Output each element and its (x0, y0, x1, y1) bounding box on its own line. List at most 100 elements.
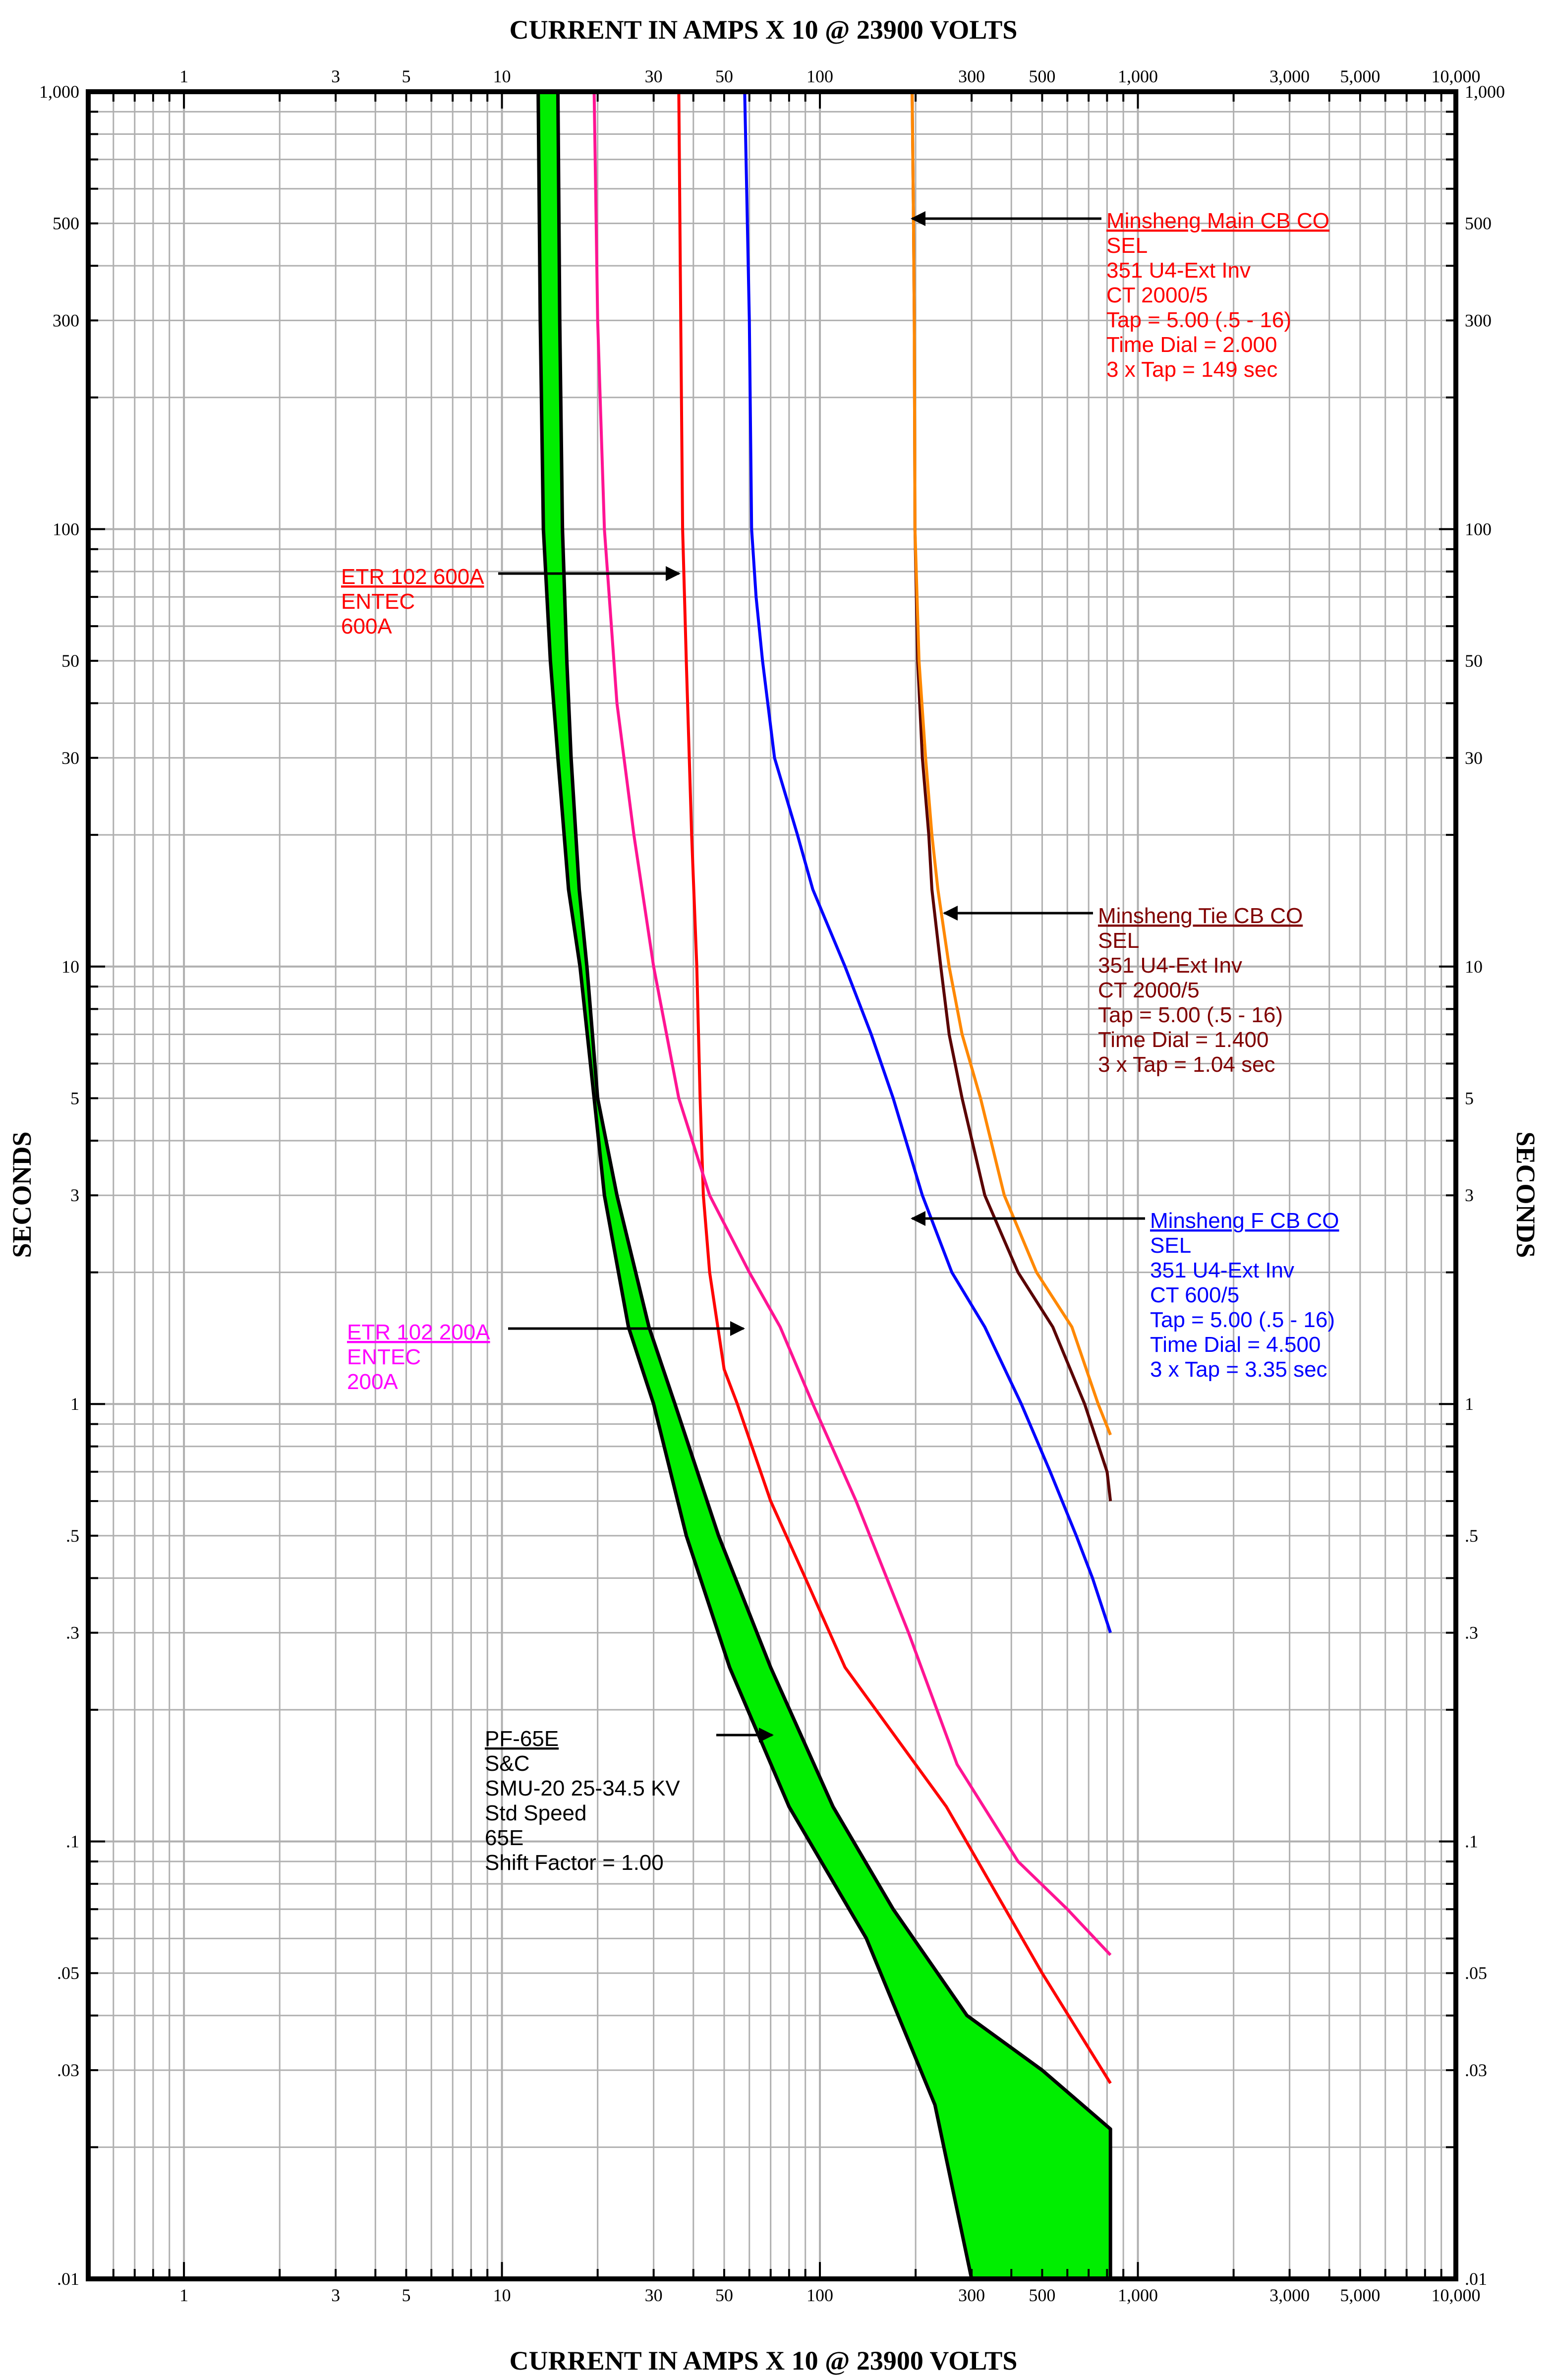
y-tick-label-right: 3 (1465, 1185, 1474, 1205)
label-etr600-title: ETR 102 600A (341, 565, 484, 589)
label-main-title: Minsheng Main CB CO (1106, 209, 1329, 233)
x-tick-label-bottom: 50 (715, 2285, 733, 2305)
y-tick-label-left: .1 (66, 1832, 79, 1852)
label-feeder-title: Minsheng F CB CO (1150, 1209, 1339, 1233)
x-tick-label-top: 1 (179, 66, 188, 86)
y-tick-label-right: 10 (1465, 957, 1483, 977)
x-tick-label-top: 10 (493, 66, 511, 86)
grid (88, 92, 1456, 2279)
y-tick-label-left: .05 (57, 1963, 79, 1983)
label-tie-line: 3 x Tap = 1.04 sec (1098, 1052, 1275, 1077)
x-tick-label-bottom: 100 (806, 2285, 833, 2305)
y-tick-label-right: 300 (1465, 310, 1492, 330)
y-tick-label-left: 10 (61, 957, 79, 977)
plot-frame (86, 89, 1458, 2281)
x-tick-label-bottom: 5,000 (1340, 2285, 1380, 2305)
x-tick-label-top: 100 (806, 66, 833, 86)
x-tick-label-top: 3,000 (1269, 66, 1310, 86)
y-tick-label-right: 5 (1465, 1088, 1474, 1108)
label-fuse-title: PF-65E (485, 1727, 559, 1751)
y-tick-label-left: 500 (53, 214, 79, 233)
x-tick-label-bottom: 300 (958, 2285, 985, 2305)
label-tie-line: Tap = 5.00 (.5 - 16) (1098, 1003, 1283, 1027)
label-fuse-line: 65E (485, 1826, 523, 1850)
label-feeder-line: Tap = 5.00 (.5 - 16) (1150, 1308, 1335, 1332)
x-tick-label-top: 50 (715, 66, 733, 86)
label-main-line: Time Dial = 2.000 (1106, 333, 1277, 357)
y-tick-label-right: 100 (1465, 519, 1492, 539)
x-tick-label-bottom: 500 (1029, 2285, 1055, 2305)
y-tick-label-left: 300 (53, 310, 79, 330)
fuse-band-layer (536, 90, 1112, 2281)
label-etr200-line: ENTEC (347, 1345, 421, 1369)
label-feeder-line: CT 600/5 (1150, 1283, 1239, 1307)
x-tick-label-top: 5 (402, 66, 410, 86)
y-tick-label-left: .5 (66, 1526, 79, 1546)
tick-labels: 1 1 3 3 5 5 10 10 30 30 50 50 100 100 300 300 500 500 1,00… (39, 66, 1505, 2305)
y-tick-label-left: 3 (70, 1185, 79, 1205)
x-tick-label-top: 1,000 (1118, 66, 1158, 86)
label-feeder-line: SEL (1150, 1233, 1191, 1258)
x-tick-label-bottom: 1,000 (1118, 2285, 1158, 2305)
left-axis-title: SECONDS (7, 1131, 37, 1258)
y-tick-label-right: 1,000 (1465, 82, 1505, 102)
label-fuse-line: Shift Factor = 1.00 (485, 1851, 664, 1875)
label-etr600-line: ENTEC (341, 589, 415, 614)
x-tick-label-bottom: 10,000 (1432, 2285, 1481, 2305)
y-tick-label-left: 1,000 (39, 82, 79, 102)
label-main-line: CT 2000/5 (1106, 283, 1208, 307)
label-arrows (498, 211, 1145, 1742)
x-tick-label-bottom: 1 (179, 2285, 188, 2305)
label-etr600-line: 600A (341, 614, 392, 639)
top-axis-title: CURRENT IN AMPS X 10 @ 23900 VOLTS (510, 15, 1018, 45)
curve-layer (592, 91, 1112, 2084)
curve-etr600 (677, 91, 1112, 2084)
y-tick-label-right: 500 (1465, 214, 1492, 233)
x-tick-label-bottom: 5 (402, 2285, 410, 2305)
label-main-line: SEL (1106, 233, 1148, 258)
x-tick-label-bottom: 3,000 (1269, 2285, 1310, 2305)
label-tie-line: CT 2000/5 (1098, 978, 1200, 1002)
y-tick-label-left: .3 (66, 1623, 79, 1643)
y-tick-label-right: 1 (1465, 1394, 1474, 1414)
label-fuse-line: S&C (485, 1751, 529, 1776)
fuse-band-pf-65e (536, 90, 1112, 2281)
bottom-axis-title: CURRENT IN AMPS X 10 @ 23900 VOLTS (510, 2346, 1018, 2376)
curve-tie (911, 91, 1112, 1436)
y-tick-label-right: .03 (1465, 2060, 1487, 2080)
label-feeder-line: 3 x Tap = 3.35 sec (1150, 1357, 1327, 1382)
right-axis-title: SECONDS (1511, 1131, 1541, 1258)
y-tick-label-right: .05 (1465, 1963, 1487, 1983)
label-tie-title: Minsheng Tie CB CO (1098, 904, 1303, 928)
y-tick-label-right: 50 (1465, 651, 1483, 671)
y-tick-label-left: .01 (57, 2269, 79, 2289)
x-tick-label-top: 5,000 (1340, 66, 1380, 86)
y-tick-label-left: 5 (70, 1088, 79, 1108)
label-feeder-line: Time Dial = 4.500 (1150, 1333, 1321, 1357)
y-tick-label-left: 50 (61, 651, 79, 671)
x-tick-label-top: 3 (331, 66, 340, 86)
label-main-line: 3 x Tap = 149 sec (1106, 357, 1277, 382)
y-tick-label-left: 100 (53, 519, 79, 539)
y-tick-label-right: 30 (1465, 748, 1483, 768)
y-tick-label-left: 1 (70, 1394, 79, 1414)
label-feeder-line: 351 U4-Ext Inv (1150, 1258, 1294, 1282)
label-main-line: Tap = 5.00 (.5 - 16) (1106, 308, 1291, 332)
label-tie-line: Time Dial = 1.400 (1098, 1028, 1268, 1052)
x-tick-label-top: 30 (645, 66, 663, 86)
label-fuse-line: Std Speed (485, 1801, 587, 1825)
y-tick-label-left: .03 (57, 2060, 79, 2080)
x-tick-label-bottom: 3 (331, 2285, 340, 2305)
x-tick-label-top: 10,000 (1432, 66, 1481, 86)
label-etr200-line: 200A (347, 1370, 398, 1394)
label-tie-line: 351 U4-Ext Inv (1098, 953, 1242, 978)
x-tick-label-bottom: 30 (645, 2285, 663, 2305)
y-tick-label-right: .01 (1465, 2269, 1487, 2289)
label-main-line: 351 U4-Ext Inv (1106, 258, 1251, 283)
label-etr200-title: ETR 102 200A (347, 1320, 490, 1344)
label-fuse-line: SMU-20 25-34.5 KV (485, 1776, 680, 1800)
y-tick-label-right: .1 (1465, 1832, 1478, 1852)
y-tick-label-left: 30 (61, 748, 79, 768)
